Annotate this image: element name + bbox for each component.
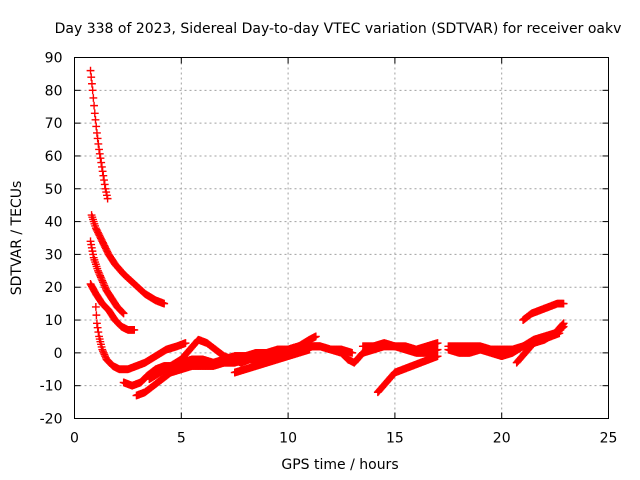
series-arc-10 bbox=[230, 345, 314, 377]
series-arc-16 bbox=[512, 329, 564, 367]
data-point bbox=[97, 158, 106, 167]
series-arc-4 bbox=[86, 280, 139, 334]
data-point bbox=[433, 339, 442, 347]
data-point bbox=[96, 154, 105, 163]
data-point bbox=[559, 319, 568, 328]
x-tick-label: 10 bbox=[279, 431, 297, 447]
data-point bbox=[90, 109, 99, 118]
data-point bbox=[100, 176, 108, 184]
series-arc-3 bbox=[86, 237, 128, 318]
data-point bbox=[103, 194, 112, 203]
data-point bbox=[98, 162, 106, 171]
data-point bbox=[93, 129, 101, 137]
x-tick-label: 0 bbox=[70, 431, 79, 447]
series-arc-2 bbox=[87, 211, 169, 308]
data-point bbox=[160, 299, 169, 308]
chart-title: Day 338 of 2023, Sidereal Day-to-day VTE… bbox=[55, 21, 622, 37]
data-point bbox=[98, 167, 107, 176]
y-tick-labels: -20 -10 0 10 20 30 40 50 60 70 80 90 bbox=[40, 51, 63, 428]
data-point bbox=[348, 348, 357, 357]
y-axis-label: SDTVAR / TECUs bbox=[9, 181, 25, 296]
y-tick-label: -10 bbox=[40, 379, 63, 395]
data-point bbox=[311, 332, 320, 341]
data-point bbox=[102, 191, 111, 200]
data-point bbox=[93, 319, 101, 328]
y-tick-label: 0 bbox=[54, 346, 63, 362]
x-tick-label: 15 bbox=[386, 431, 404, 447]
data-point bbox=[559, 299, 568, 308]
data-point bbox=[433, 352, 442, 361]
series-arc-1 bbox=[86, 66, 112, 203]
data-point bbox=[91, 115, 100, 124]
data-point bbox=[95, 149, 104, 158]
x-tick-label: 25 bbox=[600, 431, 618, 447]
y-tick-label: 90 bbox=[45, 51, 63, 67]
data-point bbox=[102, 188, 111, 196]
data-point bbox=[90, 101, 98, 110]
series-arc-11 bbox=[358, 339, 442, 354]
series-arc-5 bbox=[91, 303, 190, 374]
series-arc-15 bbox=[519, 299, 568, 324]
x-tick-label: 20 bbox=[493, 431, 511, 447]
y-tick-label: 60 bbox=[45, 149, 63, 165]
x-axis-label: GPS time / hours bbox=[281, 457, 398, 473]
data-points bbox=[86, 66, 568, 400]
data-point bbox=[99, 171, 108, 180]
plot-frame bbox=[74, 57, 609, 419]
data-point bbox=[95, 145, 103, 154]
data-point bbox=[89, 94, 98, 102]
y-tick-label: -20 bbox=[40, 412, 63, 428]
data-point bbox=[94, 328, 103, 336]
grid-lines bbox=[74, 57, 609, 419]
x-tick-label: 5 bbox=[177, 431, 186, 447]
y-tick-label: 20 bbox=[45, 280, 63, 296]
data-point bbox=[93, 323, 102, 332]
data-point bbox=[88, 79, 96, 88]
data-point bbox=[100, 180, 109, 189]
data-point bbox=[119, 309, 128, 318]
y-tick-label: 40 bbox=[45, 215, 63, 231]
y-tick-label: 80 bbox=[45, 83, 63, 99]
data-point bbox=[559, 320, 567, 329]
y-tick-label: 10 bbox=[45, 313, 63, 329]
data-point bbox=[555, 329, 564, 338]
data-point bbox=[93, 134, 102, 143]
series-arc-12 bbox=[373, 352, 442, 397]
y-tick-label: 70 bbox=[45, 116, 63, 132]
data-point bbox=[86, 66, 95, 75]
data-point bbox=[101, 184, 110, 193]
data-point bbox=[92, 311, 101, 320]
data-point bbox=[92, 122, 101, 131]
y-tick-label: 30 bbox=[45, 247, 63, 263]
data-point bbox=[91, 303, 100, 311]
y-tick-label: 50 bbox=[45, 182, 63, 198]
data-point bbox=[130, 325, 139, 334]
data-point bbox=[181, 339, 190, 347]
data-point bbox=[87, 73, 96, 82]
data-point bbox=[88, 86, 97, 95]
x-tick-labels: 0 5 10 15 20 25 bbox=[70, 431, 617, 447]
data-point bbox=[305, 345, 314, 354]
axis-ticks bbox=[74, 57, 609, 419]
data-point bbox=[433, 345, 442, 354]
data-point bbox=[119, 308, 127, 317]
data-point bbox=[94, 140, 103, 148]
